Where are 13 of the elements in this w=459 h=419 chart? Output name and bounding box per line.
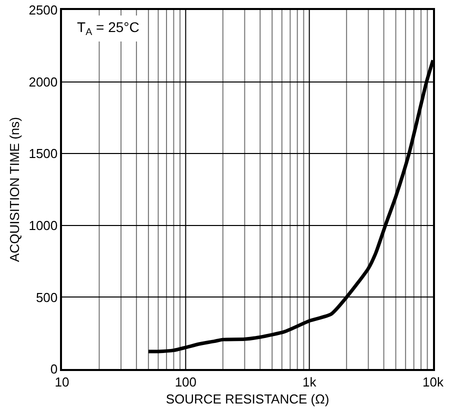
x-tick-label: 10k xyxy=(422,374,444,390)
y-tick-label: 500 xyxy=(36,290,58,305)
y-tick-label: 1000 xyxy=(28,218,58,233)
x-tick-label: 1k xyxy=(302,374,317,390)
x-tick-label: 100 xyxy=(174,374,197,390)
y-tick-label: 2000 xyxy=(28,74,58,90)
y-tick-label: 0 xyxy=(50,362,58,377)
y-tick-label: 2500 xyxy=(28,2,58,18)
y-axis-title: ACQUISITION TIME (ns) xyxy=(7,117,22,262)
x-axis-title: SOURCE RESISTANCE (Ω) xyxy=(166,391,330,406)
annotation: T$_{A}$ = 25°C xyxy=(77,19,140,38)
x-tick-label: 10 xyxy=(54,374,70,390)
y-tick-label: 1500 xyxy=(28,146,58,162)
